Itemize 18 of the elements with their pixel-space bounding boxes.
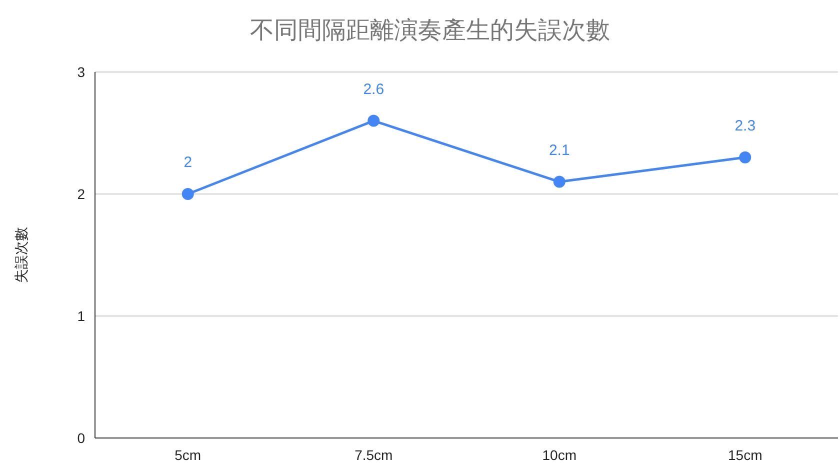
y-tick-label: 2 <box>77 186 86 202</box>
data-label: 2 <box>184 154 192 171</box>
x-tick-label: 5cm <box>174 447 202 463</box>
data-label: 2.1 <box>548 142 570 159</box>
point <box>739 151 752 164</box>
x-tick-label: 7.5cm <box>354 447 393 463</box>
y-tick-label: 0 <box>77 430 86 446</box>
y-tick-label: 1 <box>77 308 86 324</box>
data-label: 2.6 <box>363 80 384 98</box>
y-tick-label: 3 <box>77 64 86 80</box>
x-tick-label: 15cm <box>728 447 762 463</box>
point <box>368 114 380 127</box>
y-axis-title: 失誤次數 <box>13 227 29 283</box>
x-tick-label: 10cm <box>542 447 576 463</box>
point <box>553 176 566 188</box>
data-label: 2.3 <box>734 117 756 134</box>
point <box>182 188 194 200</box>
chart-title: 不同間隔距離演奏產生的失誤次數 <box>250 17 610 44</box>
